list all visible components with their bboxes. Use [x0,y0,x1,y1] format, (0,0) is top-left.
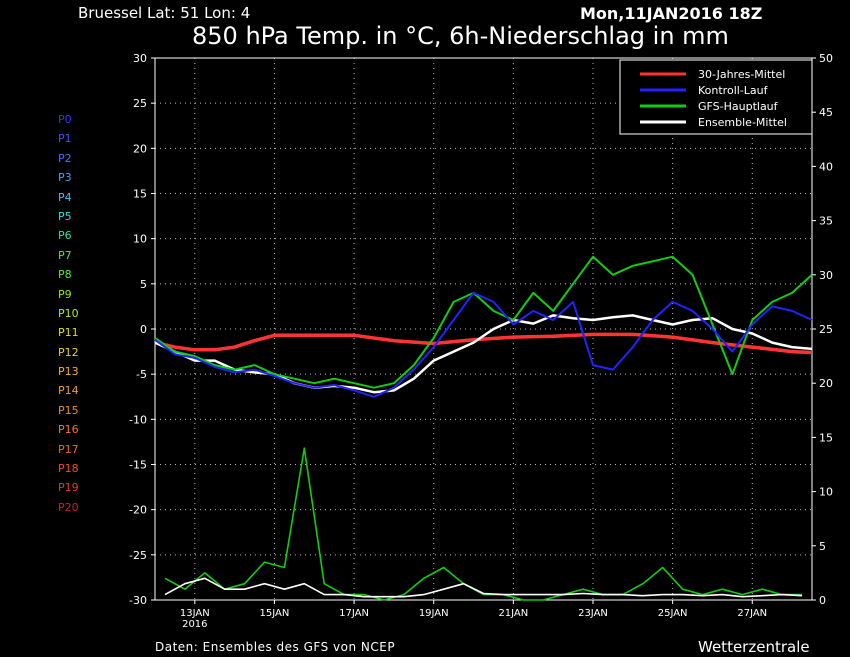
y-left-tick-label: 15 [133,188,147,201]
legend-entry-label: Kontroll-Lauf [698,84,769,97]
y-left-tick-label: -15 [129,459,147,472]
member-label-p8: P8 [58,268,72,282]
legend-entry-label: 30-Jahres-Mittel [698,68,785,81]
y-left-tick-label: 30 [133,52,147,65]
member-label-p20: P20 [58,500,79,514]
y-right-tick-label: 0 [819,594,826,607]
series-line-0 [154,332,813,355]
run-date: Mon,11JAN2016 18Z [580,4,763,23]
x-tick-year-label: 2016 [182,619,207,630]
series-line-2 [154,255,813,389]
member-label-p4: P4 [58,190,72,204]
member-label-p6: P6 [58,229,72,243]
legend-entry-label: Ensemble-Mittel [698,116,787,129]
legend-box [619,59,813,135]
brand-label: Wetterzentrale [698,638,810,656]
member-label-p3: P3 [58,171,72,185]
x-tick-label: 25JAN [658,608,688,619]
member-label-p13: P13 [58,365,79,379]
y-right-tick-label: 40 [819,160,833,173]
member-label-p11: P11 [58,326,79,340]
station-label: Bruessel Lat: 51 Lon: 4 [78,4,251,22]
member-label-p14: P14 [58,384,79,398]
y-left-tick-label: 0 [140,323,147,336]
series-line-1 [154,314,813,394]
y-right-tick-label: 20 [819,377,833,390]
member-label-p9: P9 [58,287,72,301]
member-label-p1: P1 [58,132,72,146]
y-right-tick-label: 10 [819,486,833,499]
member-label-p19: P19 [58,481,79,495]
y-right-tick-label: 25 [819,323,833,336]
y-left-tick-label: 20 [133,142,147,155]
y-left-tick-label: -30 [129,594,147,607]
member-label-p5: P5 [58,209,72,223]
member-label-p16: P16 [58,423,79,437]
x-tick-label: 21JAN [498,608,528,619]
plot-frame [154,57,813,601]
chart-title: 850 hPa Temp. in °C, 6h-Niederschlag in … [192,22,729,50]
y-right-tick-label: 5 [819,540,826,553]
member-label-p10: P10 [58,306,79,320]
y-left-tick-label: 10 [133,233,147,246]
x-tick-label: 27JAN [737,608,767,619]
y-right-tick-label: 15 [819,431,833,444]
member-label-p15: P15 [58,403,79,417]
member-label-p17: P17 [58,442,79,456]
y-left-tick-label: 25 [133,97,147,110]
x-tick-label: 19JAN [419,608,449,619]
series-line-5 [164,577,803,598]
y-right-tick-label: 35 [819,215,833,228]
y-left-tick-label: -10 [129,413,147,426]
x-tick-label: 17JAN [339,608,369,619]
member-label-p2: P2 [58,151,72,165]
y-right-tick-label: 45 [819,106,833,119]
y-left-tick-label: -5 [136,368,147,381]
legend-entry-label: GFS-Hauptlauf [698,100,779,113]
member-label-p7: P7 [58,248,72,262]
y-left-tick-label: 5 [140,278,147,291]
y-left-tick-label: -25 [129,549,147,562]
y-right-tick-label: 50 [819,52,833,65]
member-label-p12: P12 [58,345,79,359]
x-tick-label: 13JAN [180,608,210,619]
data-source-note: Daten: Ensembles des GFS von NCEP [155,640,396,654]
member-label-p18: P18 [58,462,79,476]
series-line-4 [164,447,802,601]
series-line-3 [154,291,813,398]
y-left-tick-label: -20 [129,504,147,517]
x-tick-label: 23JAN [578,608,608,619]
x-tick-label: 15JAN [260,608,290,619]
ensemble-member-legend: P0 P1 P2 P3 P4 P5 P6 P7 P8 P9 P10 P11 P12 P13 P14 P15 P1… [58,110,79,517]
member-label-p0: P0 [58,113,72,126]
y-right-tick-label: 30 [819,269,833,282]
